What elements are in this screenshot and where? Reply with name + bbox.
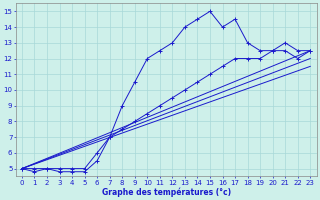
X-axis label: Graphe des températures (°c): Graphe des températures (°c) — [101, 187, 231, 197]
